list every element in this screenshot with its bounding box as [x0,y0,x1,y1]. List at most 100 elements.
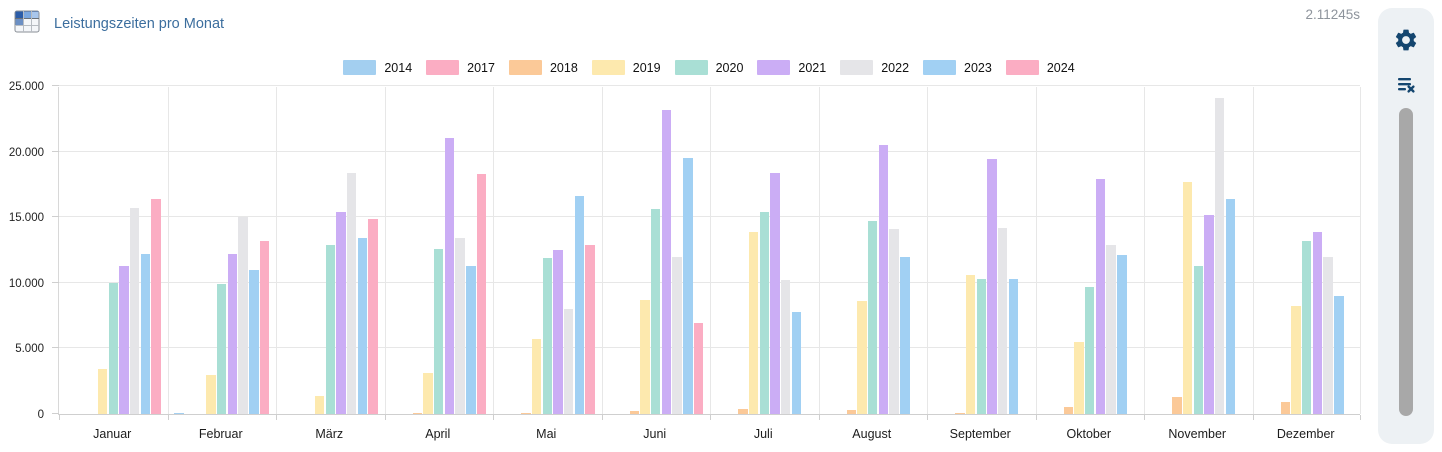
legend-item-2024[interactable]: 2024 [1005,60,1075,75]
gear-icon [1393,27,1419,53]
bar-slot [227,87,238,414]
bar-slot [216,87,227,414]
bar-slot [563,87,574,414]
bar-2022-januar [129,208,140,414]
bar-2018-april [412,413,422,414]
gridline-vertical [276,87,277,414]
bar-slot [1042,87,1053,414]
legend-item-2021[interactable]: 2021 [757,60,826,75]
bar-group-april [385,87,494,414]
plot-area [52,85,1361,420]
x-tick-label-juli: Juli [753,427,773,441]
bar-slot [846,87,857,414]
bar-2021-märz [336,212,346,414]
bar-slot [553,87,564,414]
bar-slot [683,87,694,414]
bar-2020-januar [108,283,118,414]
bar-group-januar [59,87,168,414]
bar-slot [499,87,510,414]
scrollbar-thumb[interactable] [1399,108,1413,416]
bar-slot [76,87,87,414]
legend-swatch [757,60,791,75]
settings-button[interactable] [1390,24,1422,56]
bar-slot [727,87,738,414]
bar-slot [423,87,434,414]
bar-slot [965,87,976,414]
bar-2023-märz [357,238,368,414]
bar-slot [531,87,542,414]
bar-group-september [927,87,1036,414]
x-tick-mark [167,415,169,420]
bar-2020-mai [542,258,552,414]
bar-group-oktober [1036,87,1145,414]
bar-2022-juli [780,280,791,414]
bar-2019-oktober [1074,342,1084,414]
x-tick-label-februar: Februar [198,427,243,441]
legend-item-2014[interactable]: 2014 [343,60,412,75]
legend-label: 2018 [549,60,578,75]
legend-item-2023[interactable]: 2023 [923,60,992,75]
gridline-vertical [1360,87,1361,414]
bar-group-mai [493,87,602,414]
bar-2021-oktober [1095,179,1106,414]
bar-slot [476,87,487,414]
legend-label: 2023 [964,60,992,75]
bar-slot [455,87,466,414]
bar-slot [151,87,162,414]
bar-slot [259,87,270,414]
gridline-vertical [1144,87,1145,414]
bar-2023-juni [683,158,693,414]
bar-slot [140,87,151,414]
bar-slot [825,87,836,414]
gridline-vertical [167,87,169,414]
bar-2024-mai [585,245,595,414]
bar-2022-august [889,229,899,414]
bar-slot [282,87,293,414]
legend-item-2020[interactable]: 2020 [674,60,743,75]
legend-item-2018[interactable]: 2018 [508,60,578,75]
bar-2019-april [423,373,433,414]
bar-group-november [1144,87,1253,414]
bar-group-august [819,87,928,414]
bar-2019-juli [748,232,759,414]
bar-2024-januar [151,199,161,414]
bar-slot [1074,87,1085,414]
bar-slot [412,87,423,414]
bar-slot [129,87,140,414]
bar-2018-juni [629,411,639,414]
legend-item-2019[interactable]: 2019 [591,60,661,75]
bar-2022-september [997,228,1008,414]
bar-slot [910,87,921,414]
gridline-horizontal [59,85,1360,86]
bar-2020-juni [651,209,661,414]
bar-slot [346,87,357,414]
bar-slot [119,87,130,414]
bar-slot [693,87,704,414]
bar-2020-april [434,249,444,414]
bar-2018-november [1172,397,1182,414]
bar-2019-mai [531,339,542,414]
bar-2021-november [1204,215,1214,414]
bar-slot [748,87,759,414]
bar-slot [976,87,987,414]
y-tick-mark [52,413,59,414]
x-tick-mark [1252,415,1254,420]
clear-list-button[interactable] [1390,68,1422,100]
bar-2021-juni [661,110,672,414]
bar-slot [1301,87,1312,414]
x-tick-label-april: April [425,427,451,441]
x-tick-label-november: November [1168,427,1227,441]
y-axis-labels: 0 5.000 10.000 15.000 20.000 25.000 [0,81,50,421]
bar-slot [1084,87,1095,414]
legend-item-2022[interactable]: 2022 [840,60,909,75]
bar-slot [1280,87,1291,414]
bar-slot [900,87,911,414]
bar-2021-dezember [1312,232,1323,414]
legend-label: 2021 [798,60,827,75]
bar-slot [944,87,955,414]
bar-2023-september [1008,279,1019,414]
x-tick-label-dezember: Dezember [1276,427,1335,441]
bar-slot [336,87,347,414]
legend-item-2017[interactable]: 2017 [426,60,495,75]
